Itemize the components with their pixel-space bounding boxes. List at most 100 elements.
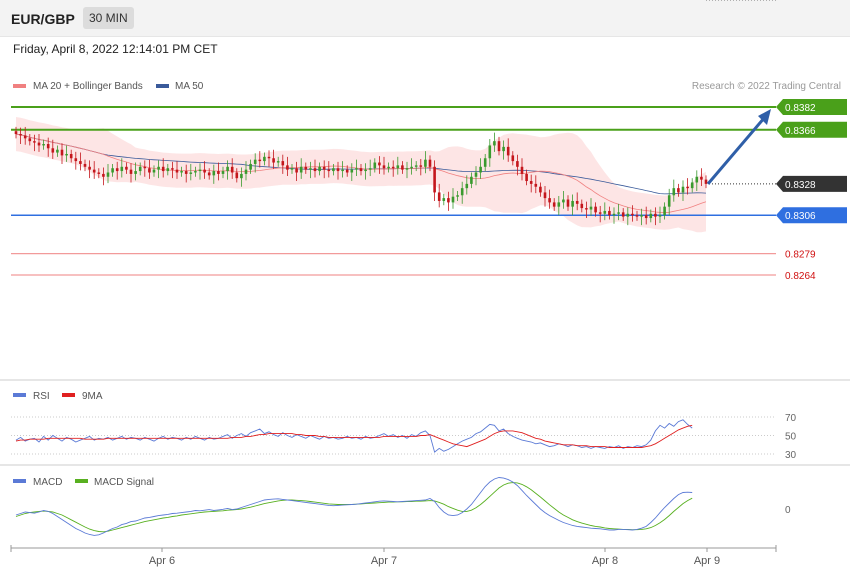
candle — [180, 171, 183, 173]
target-arrow-head — [758, 109, 771, 125]
candle — [88, 166, 91, 170]
level-label: 0.8382 — [785, 103, 816, 114]
candle — [102, 173, 105, 177]
candle — [138, 166, 142, 172]
candle — [658, 215, 662, 217]
candle — [364, 169, 367, 172]
candle — [672, 188, 676, 196]
symbol-label: EUR/GBP — [11, 11, 75, 27]
candle — [322, 166, 326, 170]
candle — [575, 200, 579, 204]
candle — [92, 169, 96, 173]
candle — [46, 144, 50, 149]
legend-ma50: MA 50 — [175, 81, 204, 92]
candle — [207, 172, 211, 176]
candle — [19, 134, 22, 136]
candle — [667, 195, 671, 207]
legend-bb: MA 20 + Bollinger Bands — [33, 81, 143, 92]
legend-signal: MACD Signal — [94, 477, 154, 488]
candle — [562, 199, 565, 203]
candle — [51, 148, 55, 153]
candle — [557, 202, 561, 207]
candle — [134, 171, 137, 174]
candle — [23, 135, 27, 139]
candle — [539, 186, 542, 193]
candle — [194, 171, 197, 173]
candle — [456, 195, 459, 197]
candle — [221, 171, 225, 174]
candle — [240, 173, 243, 179]
candle — [295, 168, 298, 173]
candle — [263, 156, 266, 162]
support-price-tag — [776, 207, 847, 224]
candle — [391, 166, 395, 169]
candle — [79, 161, 82, 164]
candle — [120, 166, 124, 172]
candle — [483, 158, 487, 167]
candle — [626, 213, 630, 217]
candle — [97, 172, 101, 174]
candle — [212, 171, 216, 176]
candle — [203, 169, 206, 173]
candle — [677, 188, 680, 193]
rsi-tick: 30 — [785, 450, 797, 461]
candle — [520, 166, 524, 174]
candle — [437, 192, 441, 201]
candle — [253, 159, 257, 164]
legend-swatch-9ma — [62, 393, 75, 397]
candle — [681, 186, 685, 193]
candle — [313, 168, 317, 172]
macd-tick: 0 — [785, 505, 791, 516]
current-price-label: 0.8328 — [785, 180, 816, 191]
level-label: 0.8279 — [785, 250, 816, 261]
candle — [414, 165, 418, 167]
timeframe-button[interactable]: 30 MIN — [83, 7, 134, 29]
candle — [286, 165, 289, 170]
candle — [506, 146, 510, 156]
candle — [217, 171, 220, 174]
candle — [617, 212, 620, 214]
candle — [631, 213, 634, 216]
candle — [350, 169, 354, 173]
x-tick-label: Apr 9 — [694, 555, 720, 567]
candle — [33, 141, 36, 143]
candle — [635, 215, 639, 217]
candle — [585, 208, 588, 210]
chart-datetime: Friday, April 8, 2022 12:14:01 PM CET — [13, 42, 218, 56]
candle — [488, 145, 492, 159]
candle — [571, 200, 574, 207]
candle — [111, 168, 114, 173]
candle — [28, 138, 32, 142]
candle — [460, 188, 464, 196]
candle — [148, 168, 151, 173]
candle — [433, 166, 436, 193]
candle — [258, 159, 262, 162]
candle — [525, 173, 528, 182]
candle — [589, 206, 593, 210]
candle — [272, 158, 275, 163]
candle — [465, 183, 469, 189]
macd-signal-line — [15, 482, 693, 533]
rsi-line — [15, 419, 693, 453]
candle — [198, 169, 202, 172]
candle — [230, 166, 234, 173]
rsi-tick: 70 — [785, 413, 797, 424]
candle — [663, 206, 666, 216]
candle — [42, 144, 45, 146]
candle — [378, 162, 381, 166]
x-tick-label: Apr 8 — [592, 555, 618, 567]
candle — [621, 212, 625, 217]
legend-swatch-macd — [13, 479, 26, 483]
candle — [474, 172, 478, 177]
candle — [355, 168, 358, 170]
candle — [267, 156, 271, 159]
candle — [69, 153, 73, 159]
candle — [401, 165, 404, 170]
candle — [83, 163, 87, 167]
candle — [359, 168, 363, 172]
legend-9ma: 9MA — [82, 391, 103, 402]
candle — [396, 165, 400, 169]
candle — [479, 166, 482, 173]
x-tick-label: Apr 7 — [371, 555, 397, 567]
candle — [470, 176, 473, 184]
